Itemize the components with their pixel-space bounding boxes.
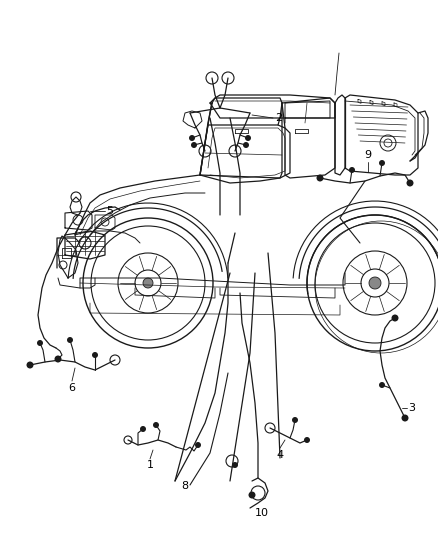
Text: 2: 2	[275, 113, 282, 123]
Text: 6: 6	[68, 383, 75, 393]
Text: 1: 1	[146, 460, 153, 470]
Circle shape	[189, 135, 195, 141]
Circle shape	[232, 462, 238, 468]
Circle shape	[379, 382, 385, 388]
Circle shape	[54, 356, 61, 362]
Circle shape	[140, 426, 146, 432]
Circle shape	[195, 442, 201, 448]
Text: 9: 9	[364, 150, 371, 160]
Text: 4: 4	[276, 450, 283, 460]
Text: 5: 5	[106, 206, 113, 216]
Circle shape	[191, 142, 197, 148]
Circle shape	[67, 337, 73, 343]
Circle shape	[304, 437, 310, 443]
Circle shape	[406, 180, 413, 187]
Circle shape	[37, 340, 43, 346]
Circle shape	[245, 135, 251, 141]
Text: 10: 10	[255, 508, 269, 518]
Circle shape	[248, 491, 255, 498]
Text: 8: 8	[181, 481, 189, 491]
Circle shape	[349, 167, 355, 173]
Circle shape	[392, 314, 399, 321]
Circle shape	[402, 415, 409, 422]
Circle shape	[27, 361, 33, 368]
Circle shape	[243, 142, 249, 148]
Circle shape	[92, 352, 98, 358]
Circle shape	[292, 417, 298, 423]
Circle shape	[153, 422, 159, 428]
Text: 3: 3	[408, 403, 415, 413]
Circle shape	[369, 277, 381, 289]
Circle shape	[379, 160, 385, 166]
Circle shape	[143, 278, 153, 288]
Circle shape	[317, 174, 324, 182]
